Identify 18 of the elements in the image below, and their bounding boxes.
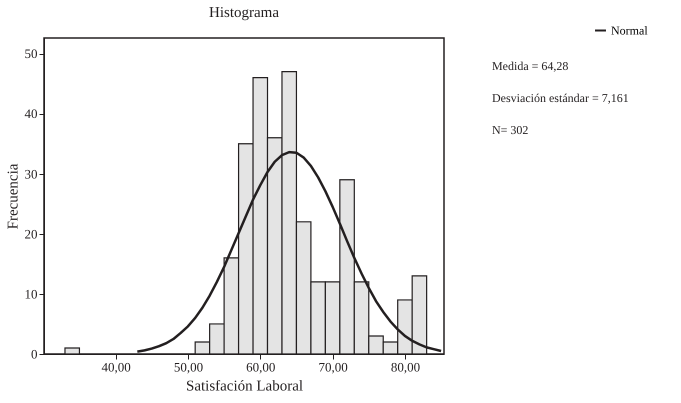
x-tick-label: 60,00 (246, 360, 276, 374)
x-tick-label: 50,00 (174, 360, 204, 374)
x-tick-label: 80,00 (390, 360, 420, 374)
text: Medida = 64,28 (492, 59, 568, 73)
y-tick-label: 50 (24, 46, 38, 62)
y-axis-title: Frecuencia (6, 163, 22, 230)
y-tick-label: 20 (24, 226, 38, 242)
x-tick-label: 70,00 (318, 360, 348, 374)
text: Desviación estándar = 7,161 (492, 91, 629, 105)
chart-title: Histograma (209, 5, 280, 21)
legend-label: Normal (611, 24, 648, 38)
y-tick-label: 0 (31, 346, 38, 362)
text: N= 302 (492, 123, 528, 137)
x-tick-label: 40,00 (101, 360, 131, 374)
y-tick-label: 30 (24, 166, 38, 182)
y-tick-label: 10 (24, 286, 38, 302)
x-axis-title: Satisfación Laboral (186, 378, 304, 394)
y-tick-label: 40 (24, 106, 38, 122)
